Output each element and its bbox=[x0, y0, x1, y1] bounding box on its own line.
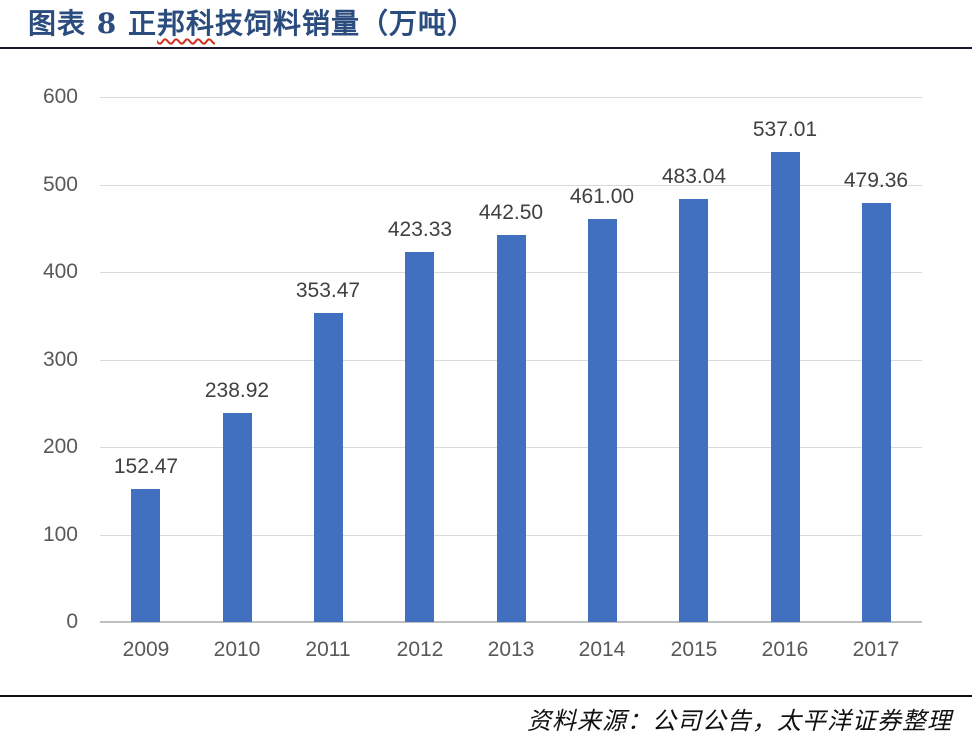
bar bbox=[588, 219, 617, 622]
bar-value-label: 423.33 bbox=[387, 218, 453, 241]
y-axis-tick-label: 500 bbox=[42, 172, 78, 196]
bar bbox=[314, 313, 343, 622]
figure-title: 图表 8 正邦科技饲料销量（万吨） bbox=[28, 4, 476, 44]
x-axis-label: 2011 bbox=[305, 638, 351, 661]
x-axis-label: 2015 bbox=[670, 638, 718, 661]
y-axis-tick-label: 300 bbox=[42, 347, 78, 371]
gridline bbox=[100, 97, 922, 98]
bar-value-label: 353.47 bbox=[295, 279, 361, 302]
bar-value-label: 479.36 bbox=[843, 169, 909, 192]
bar-value-label: 238.92 bbox=[204, 379, 270, 402]
footer-divider bbox=[0, 695, 972, 697]
x-axis-label: 2016 bbox=[761, 638, 809, 661]
bar bbox=[223, 413, 252, 622]
gridline bbox=[100, 184, 922, 186]
x-axis-label: 2013 bbox=[487, 638, 535, 661]
x-axis-label: 2009 bbox=[122, 638, 170, 661]
bar bbox=[497, 235, 526, 622]
figure-title-spellcheck-segment: 邦科 bbox=[156, 7, 215, 40]
y-axis-tick-label: 400 bbox=[42, 260, 78, 283]
x-axis-label: 2017 bbox=[852, 638, 900, 661]
y-axis-tick-label: 200 bbox=[42, 435, 78, 458]
bar bbox=[862, 203, 891, 622]
bar bbox=[405, 252, 434, 622]
bar-value-label: 483.04 bbox=[661, 165, 727, 188]
bar-value-label: 461.00 bbox=[569, 185, 635, 208]
y-axis-tick-label: 100 bbox=[42, 522, 78, 546]
x-axis-label: 2010 bbox=[213, 638, 261, 661]
bar bbox=[771, 152, 800, 622]
bar bbox=[679, 199, 708, 622]
bar bbox=[131, 489, 160, 622]
title-divider bbox=[0, 47, 972, 49]
source-note: 资料来源：公司公告，太平洋证券整理 bbox=[527, 707, 952, 735]
x-axis-label: 2014 bbox=[578, 638, 626, 661]
figure-title-suffix: 技饲料销量（万吨） bbox=[215, 7, 477, 40]
bar-value-label: 537.01 bbox=[752, 118, 818, 141]
y-axis-tick-label: 600 bbox=[42, 85, 78, 108]
bar-value-label: 152.47 bbox=[113, 455, 179, 478]
y-axis-tick-label: 0 bbox=[66, 610, 78, 633]
bar-value-label: 442.50 bbox=[478, 201, 544, 224]
figure-title-prefix: 图表 8 正 bbox=[28, 7, 157, 40]
x-axis-label: 2012 bbox=[396, 638, 444, 661]
x-axis-line bbox=[100, 621, 922, 623]
